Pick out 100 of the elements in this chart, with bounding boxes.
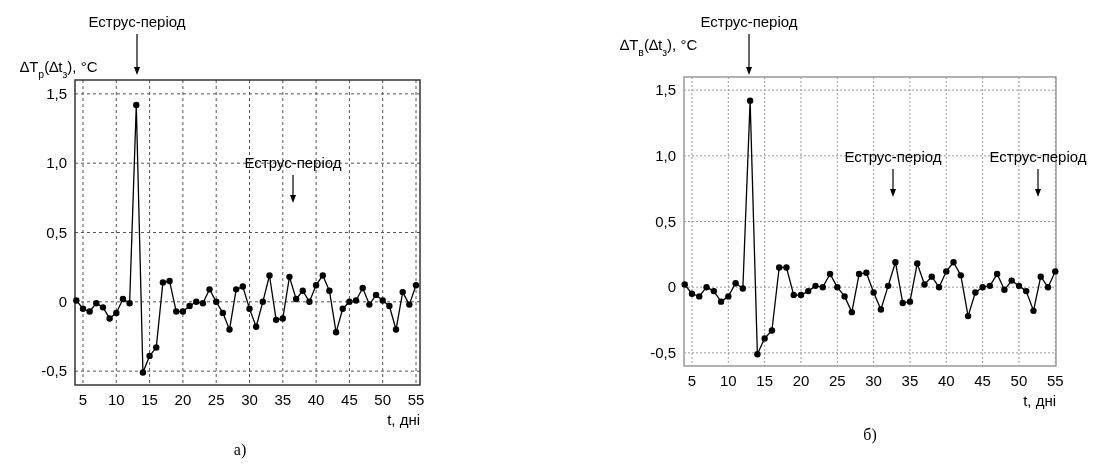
point xyxy=(710,287,717,295)
point xyxy=(392,326,400,333)
y-axis-title: ∆T$_{р}$(∆t$_{з}$), °C xyxy=(20,58,98,80)
x-tick-label: 15 xyxy=(141,391,158,408)
point xyxy=(1008,277,1015,284)
point xyxy=(179,308,187,315)
point xyxy=(696,293,703,300)
text: б) xyxy=(863,426,877,444)
point xyxy=(870,289,877,296)
point xyxy=(266,272,273,279)
x-tick-label: 10 xyxy=(107,391,125,408)
point xyxy=(921,281,928,288)
point xyxy=(346,298,353,306)
point xyxy=(306,298,313,306)
point xyxy=(979,283,986,291)
point xyxy=(146,352,153,360)
y-tick-label: 0,5 xyxy=(655,212,676,230)
x-tick-label: 20 xyxy=(174,391,192,408)
point xyxy=(93,300,100,307)
point xyxy=(993,270,1001,278)
point xyxy=(841,293,848,300)
point xyxy=(339,305,346,312)
point xyxy=(732,280,739,287)
point xyxy=(950,259,957,266)
x-axis-title: t, дні xyxy=(387,411,420,428)
point xyxy=(186,302,193,310)
point xyxy=(834,283,841,291)
point xyxy=(775,264,783,271)
x-tick-label: 5 xyxy=(687,372,697,389)
point xyxy=(1037,273,1044,280)
point xyxy=(1001,286,1008,294)
point xyxy=(79,305,87,312)
point xyxy=(1030,307,1037,315)
point xyxy=(199,300,207,307)
point xyxy=(406,301,413,308)
point xyxy=(790,291,797,299)
point xyxy=(319,272,326,279)
x-tick-label: 15 xyxy=(756,372,773,389)
annotation: Еструс-період xyxy=(244,154,342,171)
point xyxy=(681,281,688,288)
point xyxy=(113,309,120,317)
point xyxy=(819,283,826,291)
point xyxy=(326,287,333,294)
point xyxy=(193,298,200,306)
point xyxy=(768,327,776,334)
x-tick-label: 20 xyxy=(792,372,810,389)
point xyxy=(252,323,260,330)
x-tick-label: 40 xyxy=(307,391,325,408)
x-tick-label: 40 xyxy=(937,372,955,389)
point xyxy=(232,286,240,293)
point xyxy=(292,295,300,303)
point xyxy=(332,329,340,336)
point xyxy=(259,298,267,306)
point xyxy=(848,308,856,316)
point xyxy=(957,272,965,279)
point xyxy=(239,283,247,290)
point xyxy=(928,273,935,280)
point xyxy=(153,344,160,351)
y-tick-label: -0,5 xyxy=(650,343,676,361)
point xyxy=(99,304,107,311)
point xyxy=(964,312,972,320)
y-tick-label: 1,5 xyxy=(46,84,67,102)
point xyxy=(746,97,754,104)
point xyxy=(943,268,950,275)
point xyxy=(717,298,725,305)
point xyxy=(386,302,393,310)
x-tick-label: 50 xyxy=(374,391,392,408)
x-tick-label: 30 xyxy=(241,391,258,408)
x-tick-label: 35 xyxy=(274,391,292,408)
y-tick-label: 0 xyxy=(667,278,676,296)
x-axis-title: t, дні xyxy=(1023,392,1056,409)
x-tick-label: 55 xyxy=(1046,372,1064,389)
point xyxy=(312,281,320,289)
text: Еструс-період xyxy=(88,13,186,30)
point xyxy=(725,293,732,300)
y-tick-label: 1,0 xyxy=(655,146,676,164)
text: а) xyxy=(233,441,247,459)
point xyxy=(754,350,761,358)
point xyxy=(106,315,113,322)
point xyxy=(688,290,696,297)
point xyxy=(286,273,293,281)
x-tick-label: 25 xyxy=(828,372,846,389)
point xyxy=(206,286,213,293)
x-tick-label: 50 xyxy=(1010,372,1028,389)
point xyxy=(173,308,180,315)
point xyxy=(299,287,306,294)
point xyxy=(359,284,366,292)
x-tick-label: 10 xyxy=(719,372,737,389)
point xyxy=(884,282,892,290)
point xyxy=(972,289,979,296)
point xyxy=(1015,282,1023,290)
point xyxy=(739,285,747,292)
point xyxy=(279,315,286,322)
x-tick-label: 30 xyxy=(865,372,882,389)
point xyxy=(166,277,173,285)
point xyxy=(892,259,899,266)
point xyxy=(379,297,386,304)
point xyxy=(246,305,253,312)
point xyxy=(139,369,147,376)
point xyxy=(352,297,360,304)
